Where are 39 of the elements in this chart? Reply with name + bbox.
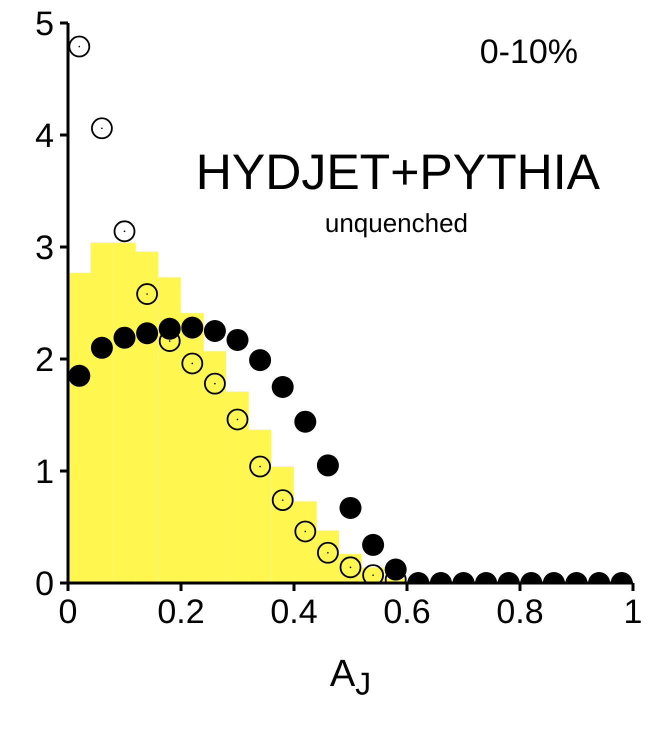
point (226, 328, 248, 351)
annotation: 0-10% (480, 33, 578, 72)
x-tick-label: 0.4 (270, 593, 318, 632)
point (136, 322, 158, 344)
point (294, 410, 316, 433)
x-tick-label: 0.6 (383, 593, 431, 632)
point (181, 352, 204, 374)
x-axis-title: A$_{J}$ (328, 653, 372, 703)
point (90, 336, 113, 359)
y-tick-label: 0 (35, 565, 54, 604)
point (158, 318, 181, 340)
point (272, 489, 294, 512)
point (68, 36, 90, 58)
point (316, 454, 339, 476)
y-tick-label: 2 (35, 341, 54, 380)
point (204, 372, 226, 395)
x-tick-label: 0.8 (496, 593, 544, 632)
point (226, 408, 248, 430)
x-tick-label: 1 (624, 593, 642, 632)
point (68, 364, 90, 387)
point (136, 283, 158, 305)
point (181, 316, 204, 339)
point (272, 376, 294, 398)
point (114, 326, 136, 349)
point (362, 534, 384, 556)
point (249, 349, 272, 372)
y-tick-label: 3 (35, 229, 54, 268)
point (340, 496, 362, 519)
point (204, 320, 226, 342)
x-tick-label: 0.2 (157, 593, 205, 632)
x-tick-label: 0 (58, 593, 78, 632)
y-tick-label: 1 (35, 453, 54, 492)
annotation: HYDJET+PYTHIA (196, 143, 600, 201)
point (249, 456, 271, 478)
y-tick-label: 4 (35, 117, 54, 156)
point (91, 117, 113, 140)
y-tick-label: 5 (35, 5, 54, 44)
annotation: unquenched (324, 208, 468, 239)
point (114, 220, 136, 242)
